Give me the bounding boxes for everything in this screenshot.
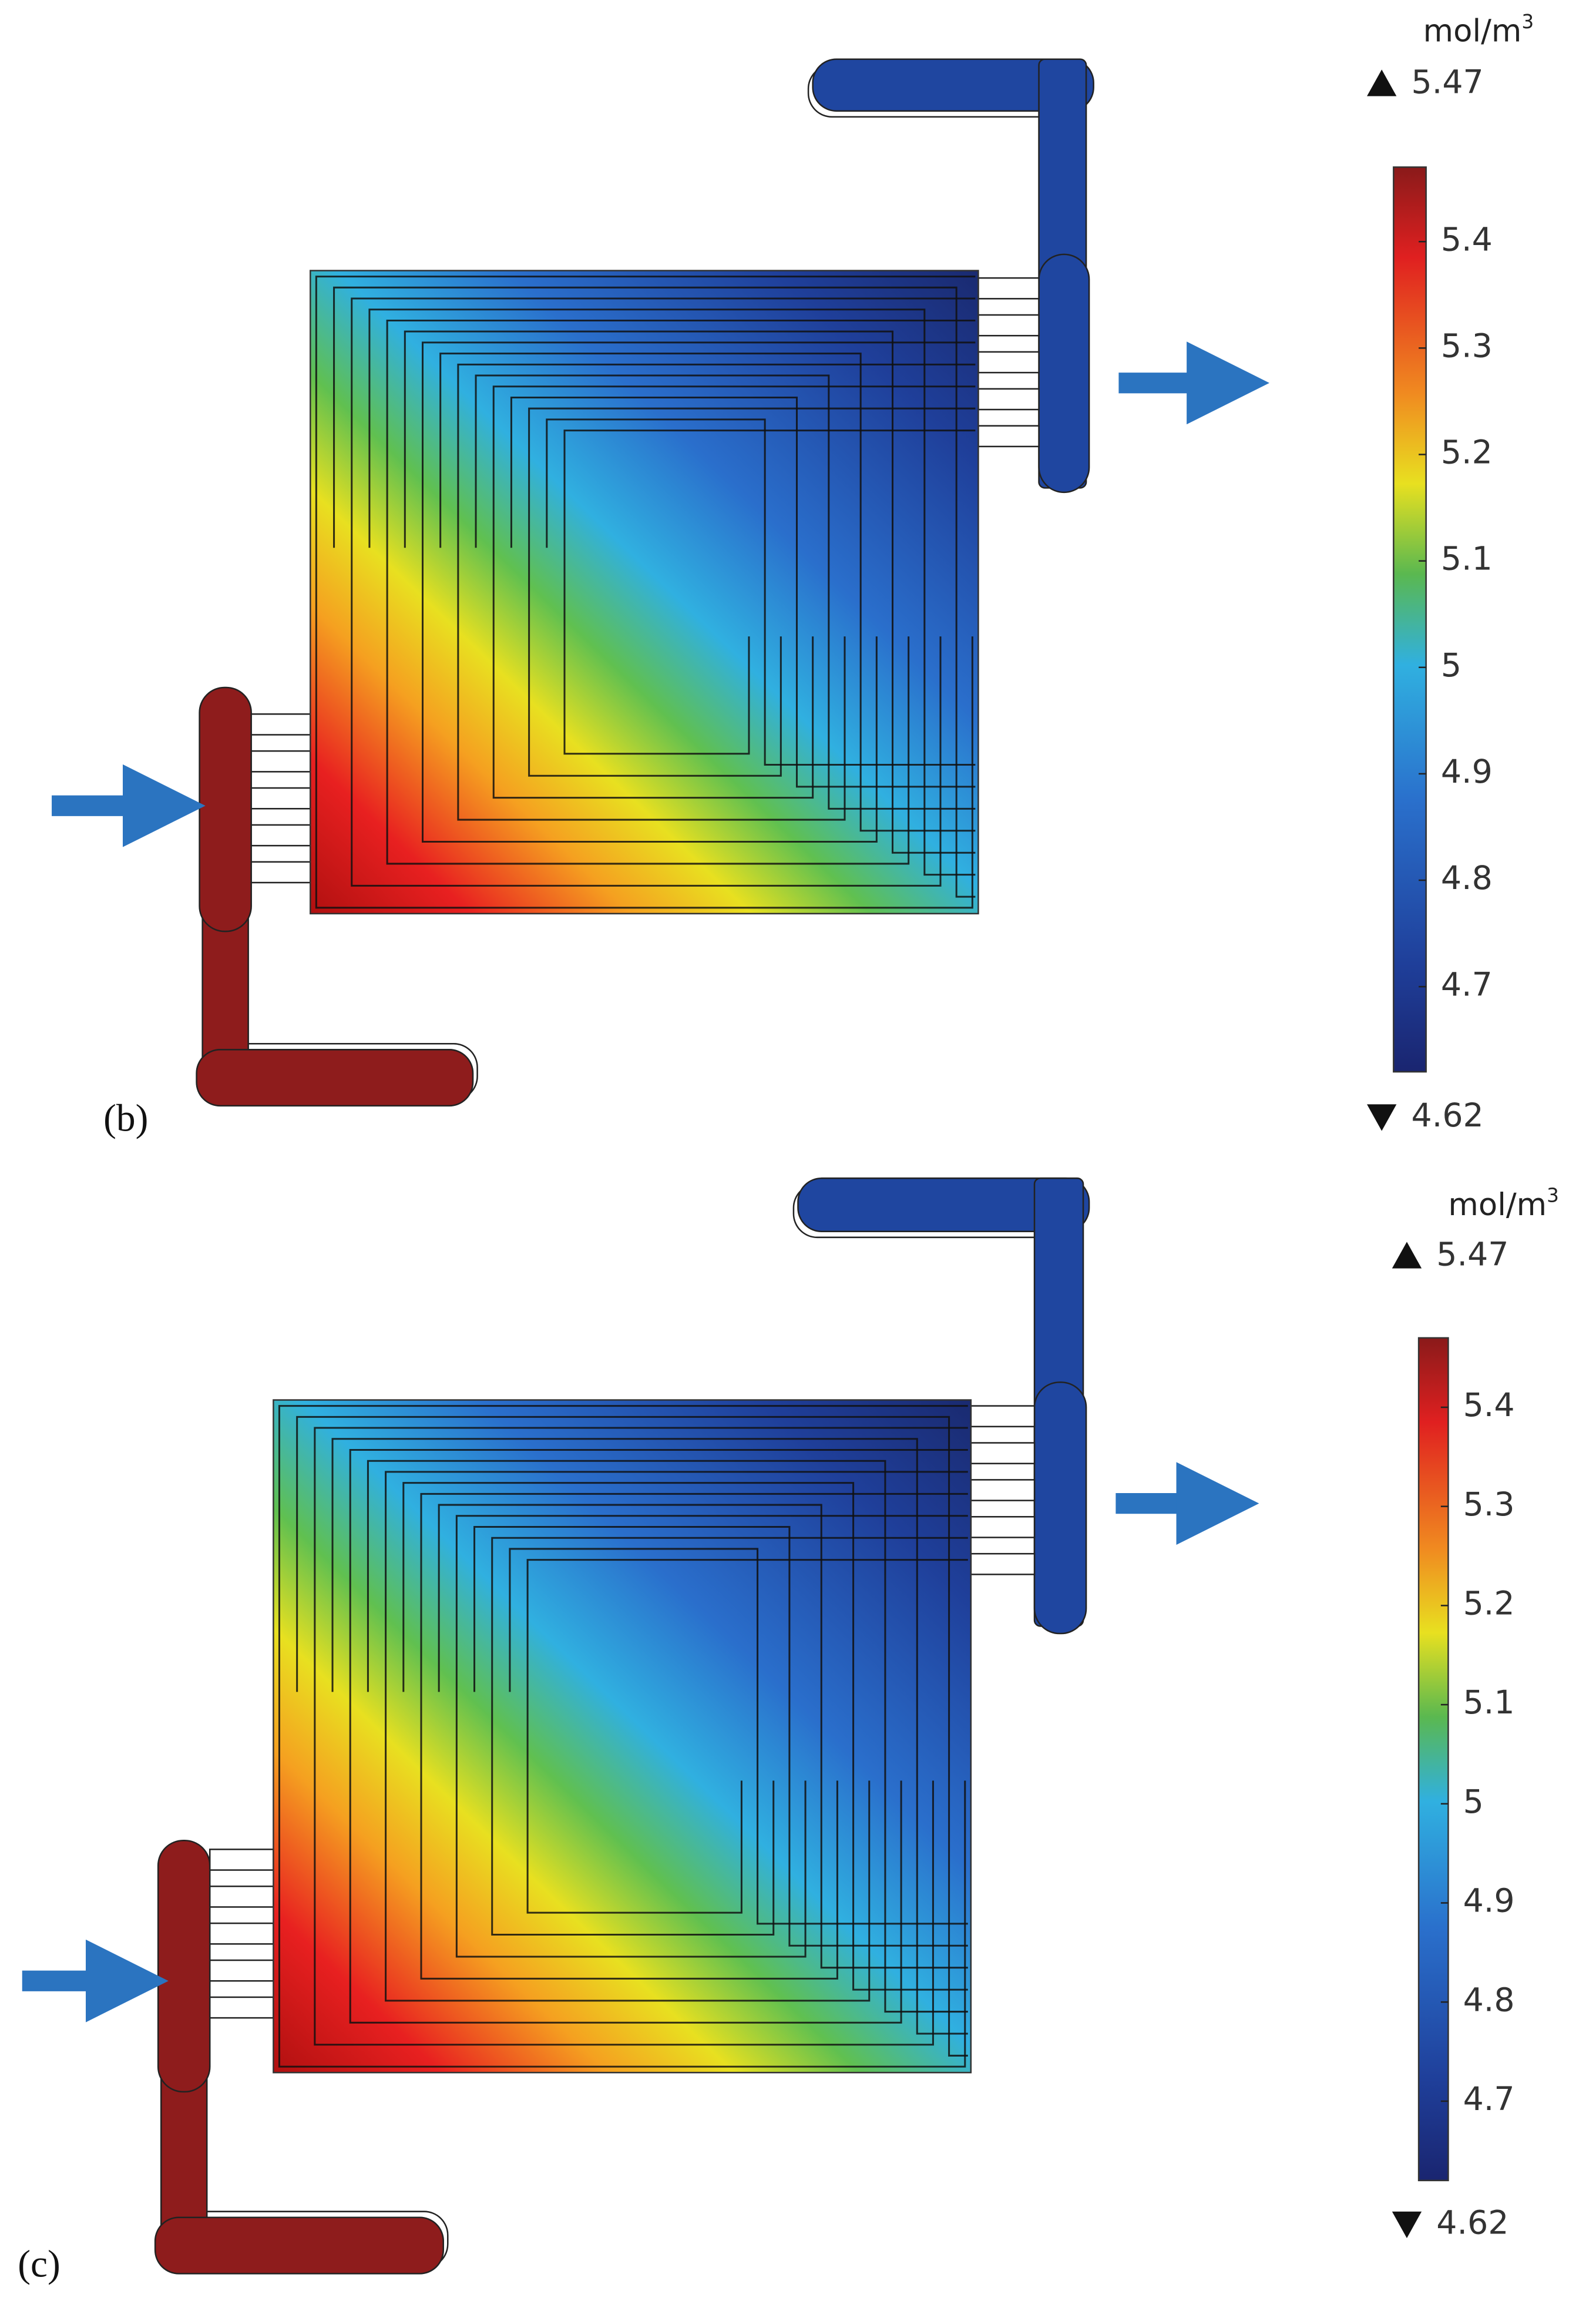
channel-wall (349, 1448, 968, 2024)
channel-wall (402, 1482, 968, 1991)
channel-wall (386, 319, 976, 865)
channel-wall (385, 1471, 968, 2002)
channel-wall (438, 1504, 968, 1969)
channel-wall (563, 430, 976, 755)
channel-wall (528, 407, 976, 777)
unit-superscript: 3 (1547, 1184, 1559, 1206)
outlet-manifold (812, 58, 1094, 112)
colorbar-tick-label: 4.8 (1441, 860, 1493, 897)
colorbar-tick-label: 5 (1441, 647, 1461, 685)
max-marker (1367, 69, 1397, 96)
channel-wall (509, 1548, 968, 1925)
connector (977, 388, 1040, 411)
min-marker (1392, 2211, 1422, 2238)
unit-text: mol/m (1448, 1187, 1547, 1223)
connector (209, 1849, 274, 1871)
channel-wall (296, 1416, 968, 2057)
min-value: 4.62 (1412, 1097, 1484, 1135)
max-marker (1392, 1242, 1422, 1269)
connector (970, 1405, 1036, 1428)
connector (209, 1996, 274, 2019)
connector (250, 824, 311, 847)
connector (250, 861, 311, 884)
channel-wall (526, 1559, 968, 1914)
inlet-manifold (196, 1049, 474, 1107)
channel-wall (492, 385, 976, 799)
flow-field (310, 270, 979, 915)
connector (970, 1552, 1036, 1575)
connector (977, 425, 1040, 448)
channel-wall (314, 1427, 968, 2046)
colorbar-tick-label: 4.9 (1441, 753, 1493, 791)
colorbar-tick-label: 5.4 (1463, 1387, 1515, 1424)
connector (977, 351, 1040, 374)
channel-wall (333, 286, 976, 898)
inlet-header (199, 686, 252, 933)
colorbar-tick-label: 5.2 (1441, 434, 1493, 472)
colorbar-tick-label: 4.7 (1463, 2081, 1515, 2118)
connector (209, 1922, 274, 1945)
connector (977, 314, 1040, 337)
max-value: 5.47 (1412, 64, 1484, 102)
connector (209, 1959, 274, 1982)
min-marker (1367, 1104, 1397, 1131)
channel-wall (367, 1460, 968, 2013)
colorbar (1417, 1337, 1449, 2182)
connector (209, 1885, 274, 1908)
channel-wall (439, 353, 976, 832)
connector (977, 277, 1040, 300)
colorbar-tick-label: 5.1 (1441, 541, 1493, 578)
connector (250, 713, 311, 736)
channel-wall (421, 341, 976, 843)
channel-wall (404, 330, 976, 854)
colorbar (1393, 166, 1427, 1073)
channel-wall (368, 308, 976, 876)
colorbar-tick-label: 4.7 (1441, 966, 1493, 1004)
panel-label: (b) (103, 1098, 148, 1140)
channel-wall (546, 418, 976, 766)
channel-wall (457, 363, 976, 821)
unit: mol/m3 (1448, 1184, 1559, 1223)
colorbar-tick-label: 5.3 (1441, 327, 1493, 365)
channel-wall (351, 297, 976, 887)
colorbar-tick-label: 5.1 (1463, 1684, 1515, 1722)
channel-wall (510, 396, 976, 788)
channel-wall (420, 1492, 968, 1980)
min-value: 4.62 (1436, 2204, 1508, 2242)
panel-label: (c) (18, 2243, 61, 2285)
unit-superscript: 3 (1521, 11, 1534, 33)
outlet-header (1038, 253, 1090, 494)
unit: mol/m3 (1423, 11, 1534, 49)
connector (970, 1516, 1036, 1538)
outlet-header (1033, 1381, 1087, 1635)
max-value: 5.47 (1436, 1236, 1508, 1274)
outlet-manifold (797, 1177, 1090, 1233)
colorbar-tick-label: 5.4 (1441, 221, 1493, 259)
connector (970, 1442, 1036, 1464)
flow-field (273, 1399, 972, 2074)
channel-wall (278, 1405, 968, 2068)
colorbar-tick-label: 5 (1463, 1783, 1484, 1821)
channel-wall (491, 1537, 968, 1936)
colorbar-tick-label: 4.8 (1463, 1981, 1515, 2019)
channel-wall (473, 1525, 968, 1947)
colorbar-tick-label: 4.9 (1463, 1883, 1515, 1920)
channel-wall (475, 374, 976, 810)
channel-wall (331, 1438, 968, 2035)
unit-text: mol/m (1423, 14, 1522, 49)
colorbar-tick-label: 5.2 (1463, 1585, 1515, 1623)
connector (250, 750, 311, 773)
connector (970, 1479, 1036, 1501)
inlet-manifold (154, 2216, 444, 2275)
colorbar-tick-label: 5.3 (1463, 1486, 1515, 1524)
inlet-header (157, 1839, 211, 2093)
channel-wall (455, 1515, 968, 1958)
connector (250, 787, 311, 810)
channel-wall (315, 276, 976, 909)
